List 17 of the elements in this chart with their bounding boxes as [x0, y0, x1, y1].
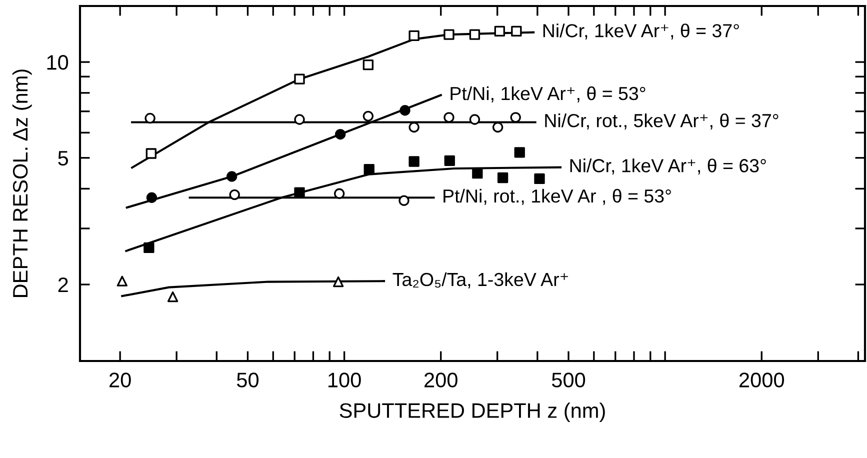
y-axis-title: DEPTH RESOL. Δz (nm) — [12, 70, 32, 297]
series-label: Ni/Cr, 1keV Ar⁺, θ = 63° — [570, 158, 766, 175]
y-tick-label: 2 — [58, 278, 68, 292]
series-label: Ta₂O₅/Ta, 1-3keV Ar⁺ — [392, 272, 568, 288]
x-tick-label: 50 — [236, 372, 258, 388]
x-tick-label: 200 — [424, 372, 458, 388]
x-tick-label: 500 — [552, 372, 586, 388]
series-label: Pt/Ni, rot., 1keV Ar , θ = 53° — [444, 188, 671, 205]
x-axis-title: SPUTTERED DEPTH z (nm) — [340, 402, 605, 422]
x-tick-label: 20 — [110, 372, 131, 388]
series-label: Pt/Ni, 1keV Ar⁺, θ = 53° — [450, 86, 646, 102]
x-tick-label: 2000 — [740, 372, 784, 388]
x-tick-label: 100 — [328, 372, 361, 388]
legend-label: Ni/Cr, 1keV Ar⁺, θ = 37° — [543, 24, 739, 40]
y-tick-label: 5 — [58, 151, 68, 166]
series-label: Ni/Cr, rot., 5keV Ar⁺, θ = 37° — [545, 113, 778, 130]
y-tick-label: 10 — [47, 55, 68, 70]
